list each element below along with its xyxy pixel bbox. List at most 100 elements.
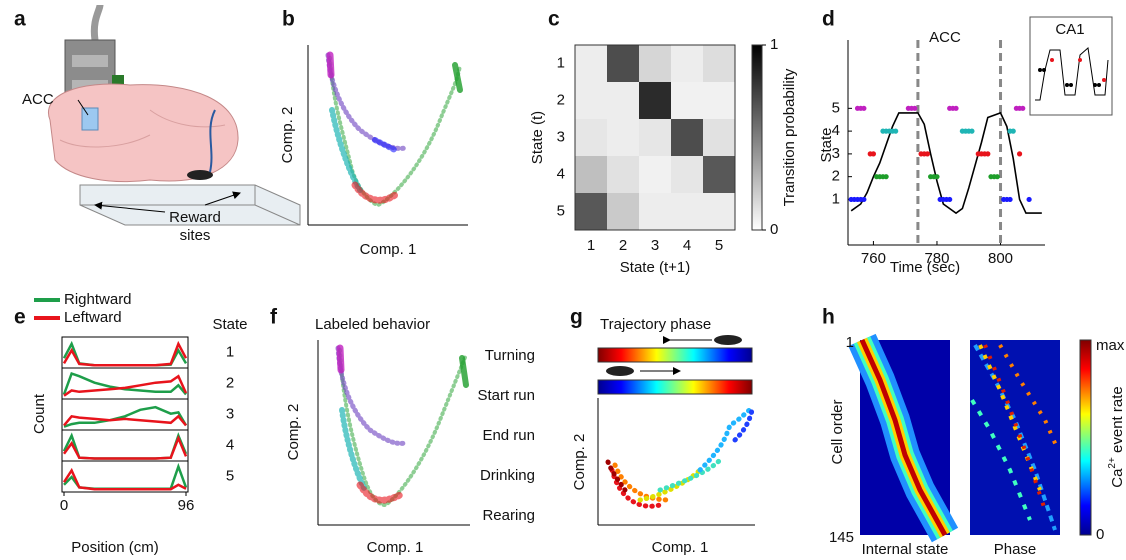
legend-title: State [212, 316, 247, 333]
legend-label: Rearing [482, 507, 535, 524]
colorbar-tick-label: 0 [770, 221, 778, 238]
heatmap-cell [703, 45, 736, 83]
heatmap-cell [575, 193, 608, 231]
heatmap-cell [671, 45, 704, 83]
illustration [72, 55, 108, 67]
density-line [62, 372, 187, 396]
heatmap-cell [575, 82, 608, 120]
y-tick-label: 4 [557, 165, 565, 182]
scatter-cloud [459, 355, 469, 388]
trace-line [850, 111, 1042, 215]
x-tick-label: 3 [651, 237, 659, 254]
heatmap-cell [607, 82, 640, 120]
x-axis-label: Comp. 1 [367, 539, 424, 556]
state-dot [1007, 196, 1013, 203]
y-tick-label: 4 [832, 122, 840, 139]
inset [1035, 47, 1109, 101]
colorbar [751, 44, 763, 231]
state-label: 3 [226, 405, 234, 422]
legend-label: Turning [485, 347, 535, 364]
y-axis-label: Comp. 2 [571, 434, 588, 491]
state-dot [947, 196, 953, 203]
legend-label: Drinking [480, 467, 535, 484]
state-label: 2 [226, 374, 234, 391]
x-tick-label: 760 [861, 250, 886, 267]
y-tick-label: 2 [557, 91, 565, 108]
density-line [63, 414, 187, 427]
heatmap-image [970, 398, 1032, 521]
inset-title: CA1 [1055, 21, 1084, 38]
heatmap-image [970, 344, 1060, 531]
heatmap-cell [607, 119, 640, 157]
chart-title: Labeled behavior [315, 316, 430, 333]
state-dot [883, 174, 889, 180]
density-line [62, 467, 187, 491]
label-part: 2+ [1107, 457, 1118, 469]
inset [1093, 83, 1097, 87]
illustration [80, 185, 301, 226]
x-axis-label: Time (sec) [890, 259, 960, 276]
scatter-cloud [732, 407, 755, 443]
y-tick-label: 5 [557, 202, 565, 219]
illustration [204, 191, 241, 206]
scatter-cloud [657, 457, 723, 493]
panel-label: g [570, 306, 583, 329]
state-dot [953, 105, 959, 111]
heatmap-cell [639, 156, 672, 194]
x-axis-label: Phase [994, 541, 1037, 558]
state-dot [861, 196, 867, 203]
heatmap-image [970, 340, 1060, 535]
illustration [90, 4, 104, 41]
state-dot [870, 151, 877, 157]
y-tick-label: 1 [557, 54, 565, 71]
legend-label: Leftward [64, 309, 122, 326]
state-dot [934, 174, 940, 180]
y-axis-label: Cell order [829, 399, 846, 464]
frame [574, 44, 736, 231]
y-axis-label: State (t) [529, 111, 546, 164]
heatmap-cell [607, 45, 640, 83]
scatter-cloud [325, 51, 463, 208]
x-axis-label: State (t+1) [620, 259, 690, 276]
heatmap-cell [607, 156, 640, 194]
heatmap-image [1079, 339, 1092, 536]
illustration [47, 4, 301, 226]
state-dot [924, 151, 931, 157]
x-axis-label: Position (cm) [71, 539, 159, 556]
density-line [63, 462, 188, 490]
y-tick-label: 5 [832, 99, 840, 116]
state-dot [969, 128, 975, 134]
scatter-cloud [605, 407, 755, 509]
y-tick-label: 1 [832, 190, 840, 207]
panel-label: h [822, 306, 835, 329]
heatmap-cell [639, 119, 672, 157]
label-part: event rate [1109, 386, 1126, 457]
x-tick-label: 5 [715, 237, 723, 254]
legend-label: Start run [477, 387, 535, 404]
y-axis-label: Count [31, 393, 48, 434]
density-line [62, 340, 188, 367]
colorbar-label: Transition probability [781, 68, 798, 206]
density-line [62, 340, 188, 367]
heatmap-cell [703, 82, 736, 120]
y-axis-label: Comp. 2 [279, 107, 296, 164]
inset [1078, 58, 1082, 62]
legend-label: End run [482, 427, 535, 444]
density-line [63, 374, 188, 397]
inset [1038, 68, 1042, 72]
inset [1065, 83, 1069, 87]
scatter-cloud [605, 459, 628, 493]
panel-label: a [14, 8, 26, 31]
heatmap-cell [703, 119, 736, 157]
colorbar-tick-label: max [1096, 337, 1125, 354]
label-part: Ca [1109, 468, 1126, 488]
y-tick-label: 145 [829, 529, 854, 546]
phase-colorbars [714, 335, 742, 345]
x-axis-label: Internal state [862, 541, 949, 558]
region-label: ACC [22, 91, 54, 108]
colorbar-tick-label: 1 [770, 36, 778, 53]
state-dot [893, 128, 899, 134]
panel-label: c [548, 8, 560, 31]
heatmap-cell [671, 193, 704, 231]
